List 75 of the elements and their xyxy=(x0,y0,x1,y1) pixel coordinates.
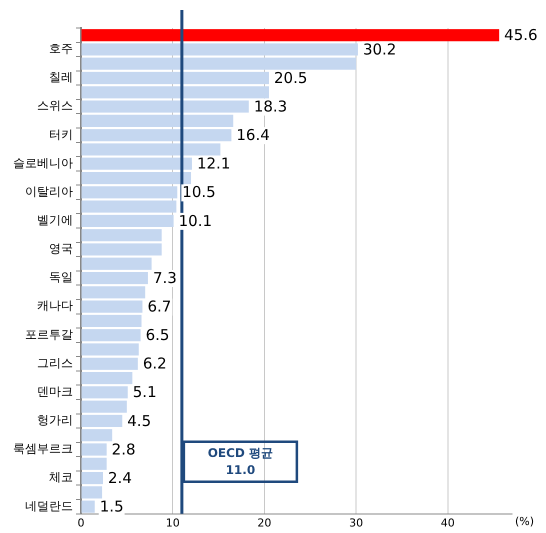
y-tick-label: 이탈리아 xyxy=(25,184,73,198)
y-tick-label: 칠레 xyxy=(49,70,73,84)
bar xyxy=(82,300,142,313)
data-label: 4.5 xyxy=(127,412,152,430)
bar xyxy=(82,243,162,256)
data-label: 10.5 xyxy=(182,183,216,202)
bar xyxy=(82,29,500,42)
bar xyxy=(82,272,148,284)
bar xyxy=(82,458,107,470)
bar xyxy=(82,43,358,56)
y-tick-label: 벨기에 xyxy=(37,213,73,228)
data-label: 10.1 xyxy=(178,212,212,230)
data-label: 16.4 xyxy=(236,126,270,144)
y-tick-label: 캐나다 xyxy=(37,298,73,313)
bar xyxy=(82,286,146,298)
bar xyxy=(82,329,141,342)
bar xyxy=(82,372,132,384)
y-tick-label: 호주 xyxy=(49,42,73,56)
bar xyxy=(82,186,178,198)
data-label: 5.1 xyxy=(132,383,157,402)
data-label: 6.2 xyxy=(142,354,167,373)
bar xyxy=(82,258,152,270)
bar xyxy=(82,86,269,98)
x-axis-title: (%) xyxy=(514,515,534,528)
x-tick-label: 20 xyxy=(257,516,272,530)
bar xyxy=(82,229,162,242)
y-tick-label: 독일 xyxy=(49,270,73,284)
bar xyxy=(82,414,122,427)
bar xyxy=(82,143,220,156)
data-label: 12.1 xyxy=(196,154,230,173)
y-tick-label: 덴마크 xyxy=(37,384,73,398)
bar xyxy=(82,172,192,184)
y-tick-label: 네덜란드 xyxy=(25,498,73,513)
y-tick-label: 헝가리 xyxy=(37,413,73,428)
data-label: 20.5 xyxy=(274,68,308,87)
y-tick-label: 터키 xyxy=(49,127,73,142)
bar xyxy=(82,314,142,327)
bar xyxy=(82,100,249,113)
bar xyxy=(82,72,269,84)
data-label: 1.5 xyxy=(100,498,124,516)
data-label: 45.6 xyxy=(504,26,538,44)
data-label: 6.5 xyxy=(146,326,170,344)
bar xyxy=(82,486,102,498)
bar xyxy=(82,472,104,484)
bar xyxy=(82,386,128,398)
x-tick-label: 10 xyxy=(166,516,180,530)
x-tick-label: 0 xyxy=(78,516,84,530)
bar xyxy=(82,58,356,70)
bar xyxy=(82,500,95,513)
data-label: 2.4 xyxy=(108,468,132,487)
data-label: 7.3 xyxy=(152,268,177,287)
ref-line-label: OECD 평균 11.0 xyxy=(208,446,274,477)
bar xyxy=(82,114,234,127)
bar xyxy=(82,343,139,356)
y-tick-label: 룩셈부르크 xyxy=(13,442,73,456)
bar xyxy=(82,443,107,456)
y-tick-label: 슬로베니아 xyxy=(13,156,73,170)
x-tick-label: 30 xyxy=(349,516,364,530)
y-tick-label: 스위스 xyxy=(37,98,73,113)
bar xyxy=(82,429,112,442)
data-label: 6.7 xyxy=(147,298,172,316)
data-label: 2.8 xyxy=(112,440,136,458)
bar xyxy=(82,400,127,413)
y-tick-label: 포르투갈 xyxy=(25,327,73,342)
data-label: 30.2 xyxy=(362,40,396,58)
data-label: 18.3 xyxy=(254,97,288,116)
bar xyxy=(82,358,138,370)
bar xyxy=(82,214,174,227)
bar xyxy=(82,200,176,213)
y-tick-label: 영국 xyxy=(49,242,73,256)
y-tick-label: 그리스 xyxy=(37,356,73,370)
x-tick-label: 40 xyxy=(440,516,455,530)
bar xyxy=(82,129,232,142)
y-tick-label: 체코 xyxy=(49,470,73,484)
bar xyxy=(82,158,192,170)
